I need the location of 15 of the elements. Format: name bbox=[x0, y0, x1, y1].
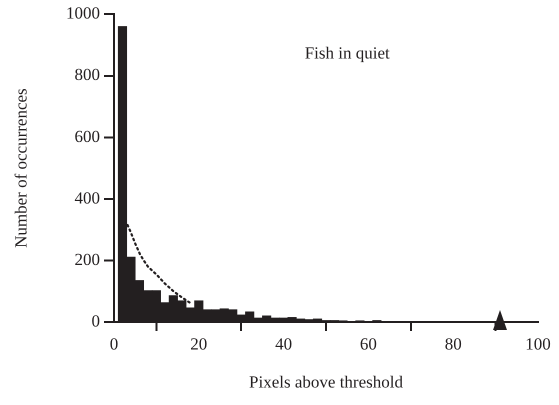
y-tick-label: 0 bbox=[92, 311, 100, 330]
x-tick-label: 40 bbox=[275, 334, 292, 354]
y-tick-label: 400 bbox=[74, 188, 100, 208]
y-tick-label: 800 bbox=[74, 65, 100, 84]
text: Fish in quiet bbox=[304, 44, 390, 63]
y-tick-label: 1000 bbox=[66, 4, 100, 23]
x-tick-label: 20 bbox=[190, 334, 208, 354]
x-tick-label: 100 bbox=[525, 334, 551, 354]
x-tick-label: 80 bbox=[444, 334, 462, 354]
y-axis-title: Number of occurrences bbox=[12, 88, 31, 248]
y-tick-label: 600 bbox=[74, 126, 100, 146]
y-tick-label: 200 bbox=[74, 250, 100, 269]
x-tick-label: 0 bbox=[110, 334, 118, 354]
x-axis-title: Pixels above threshold bbox=[249, 372, 404, 392]
x-tick-label: 60 bbox=[360, 334, 377, 354]
